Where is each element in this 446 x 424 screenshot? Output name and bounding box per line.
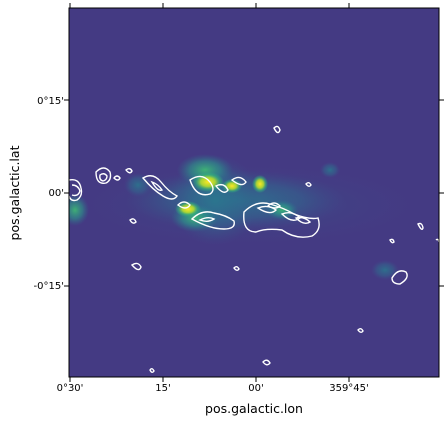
contour xyxy=(266,202,281,209)
contour xyxy=(125,168,133,174)
y-tick-label: 0°15' xyxy=(37,96,64,107)
contour xyxy=(294,216,312,225)
y-tick-label: -0°15' xyxy=(34,281,64,292)
contour xyxy=(391,270,408,285)
bright-region-2 xyxy=(175,201,201,217)
contour xyxy=(357,328,364,333)
x-tick-label: 15' xyxy=(155,383,170,394)
contour-overlay xyxy=(69,125,439,373)
contour xyxy=(262,359,271,366)
contour xyxy=(150,180,164,192)
y-tick-label: 00' xyxy=(49,188,64,199)
contour xyxy=(71,184,81,197)
contour xyxy=(230,176,247,186)
contour xyxy=(95,167,112,184)
contour xyxy=(256,205,278,214)
x-axis-label: pos.galactic.lon xyxy=(205,401,303,416)
x-tick-label: 00' xyxy=(248,383,263,394)
x-tick-label: 359°45' xyxy=(329,383,369,394)
contour xyxy=(149,368,155,373)
contour xyxy=(99,173,108,182)
contour xyxy=(243,202,320,238)
axis-ticks xyxy=(64,3,444,382)
bright-region-4 xyxy=(252,175,268,193)
contour xyxy=(233,266,240,271)
contour xyxy=(198,217,216,222)
contour xyxy=(189,175,214,196)
y-axis-label: pos.galactic.lat xyxy=(7,145,22,240)
contour xyxy=(113,175,121,181)
bright-region-7 xyxy=(124,173,152,197)
contour xyxy=(129,218,137,224)
bright-region-9 xyxy=(320,162,340,178)
contour xyxy=(69,178,83,202)
x-tick-label: 0°30' xyxy=(57,383,84,394)
bright-region-6 xyxy=(69,194,89,226)
contour xyxy=(190,211,235,230)
contour xyxy=(389,238,395,244)
contour xyxy=(141,175,179,200)
image-panel xyxy=(69,8,439,377)
bright-region-5 xyxy=(266,200,298,220)
contour xyxy=(130,262,142,271)
bright-region-8 xyxy=(371,260,399,280)
contour xyxy=(273,125,281,134)
contour xyxy=(305,182,312,187)
contour xyxy=(214,183,229,193)
contour xyxy=(417,222,424,231)
contour xyxy=(176,201,191,209)
